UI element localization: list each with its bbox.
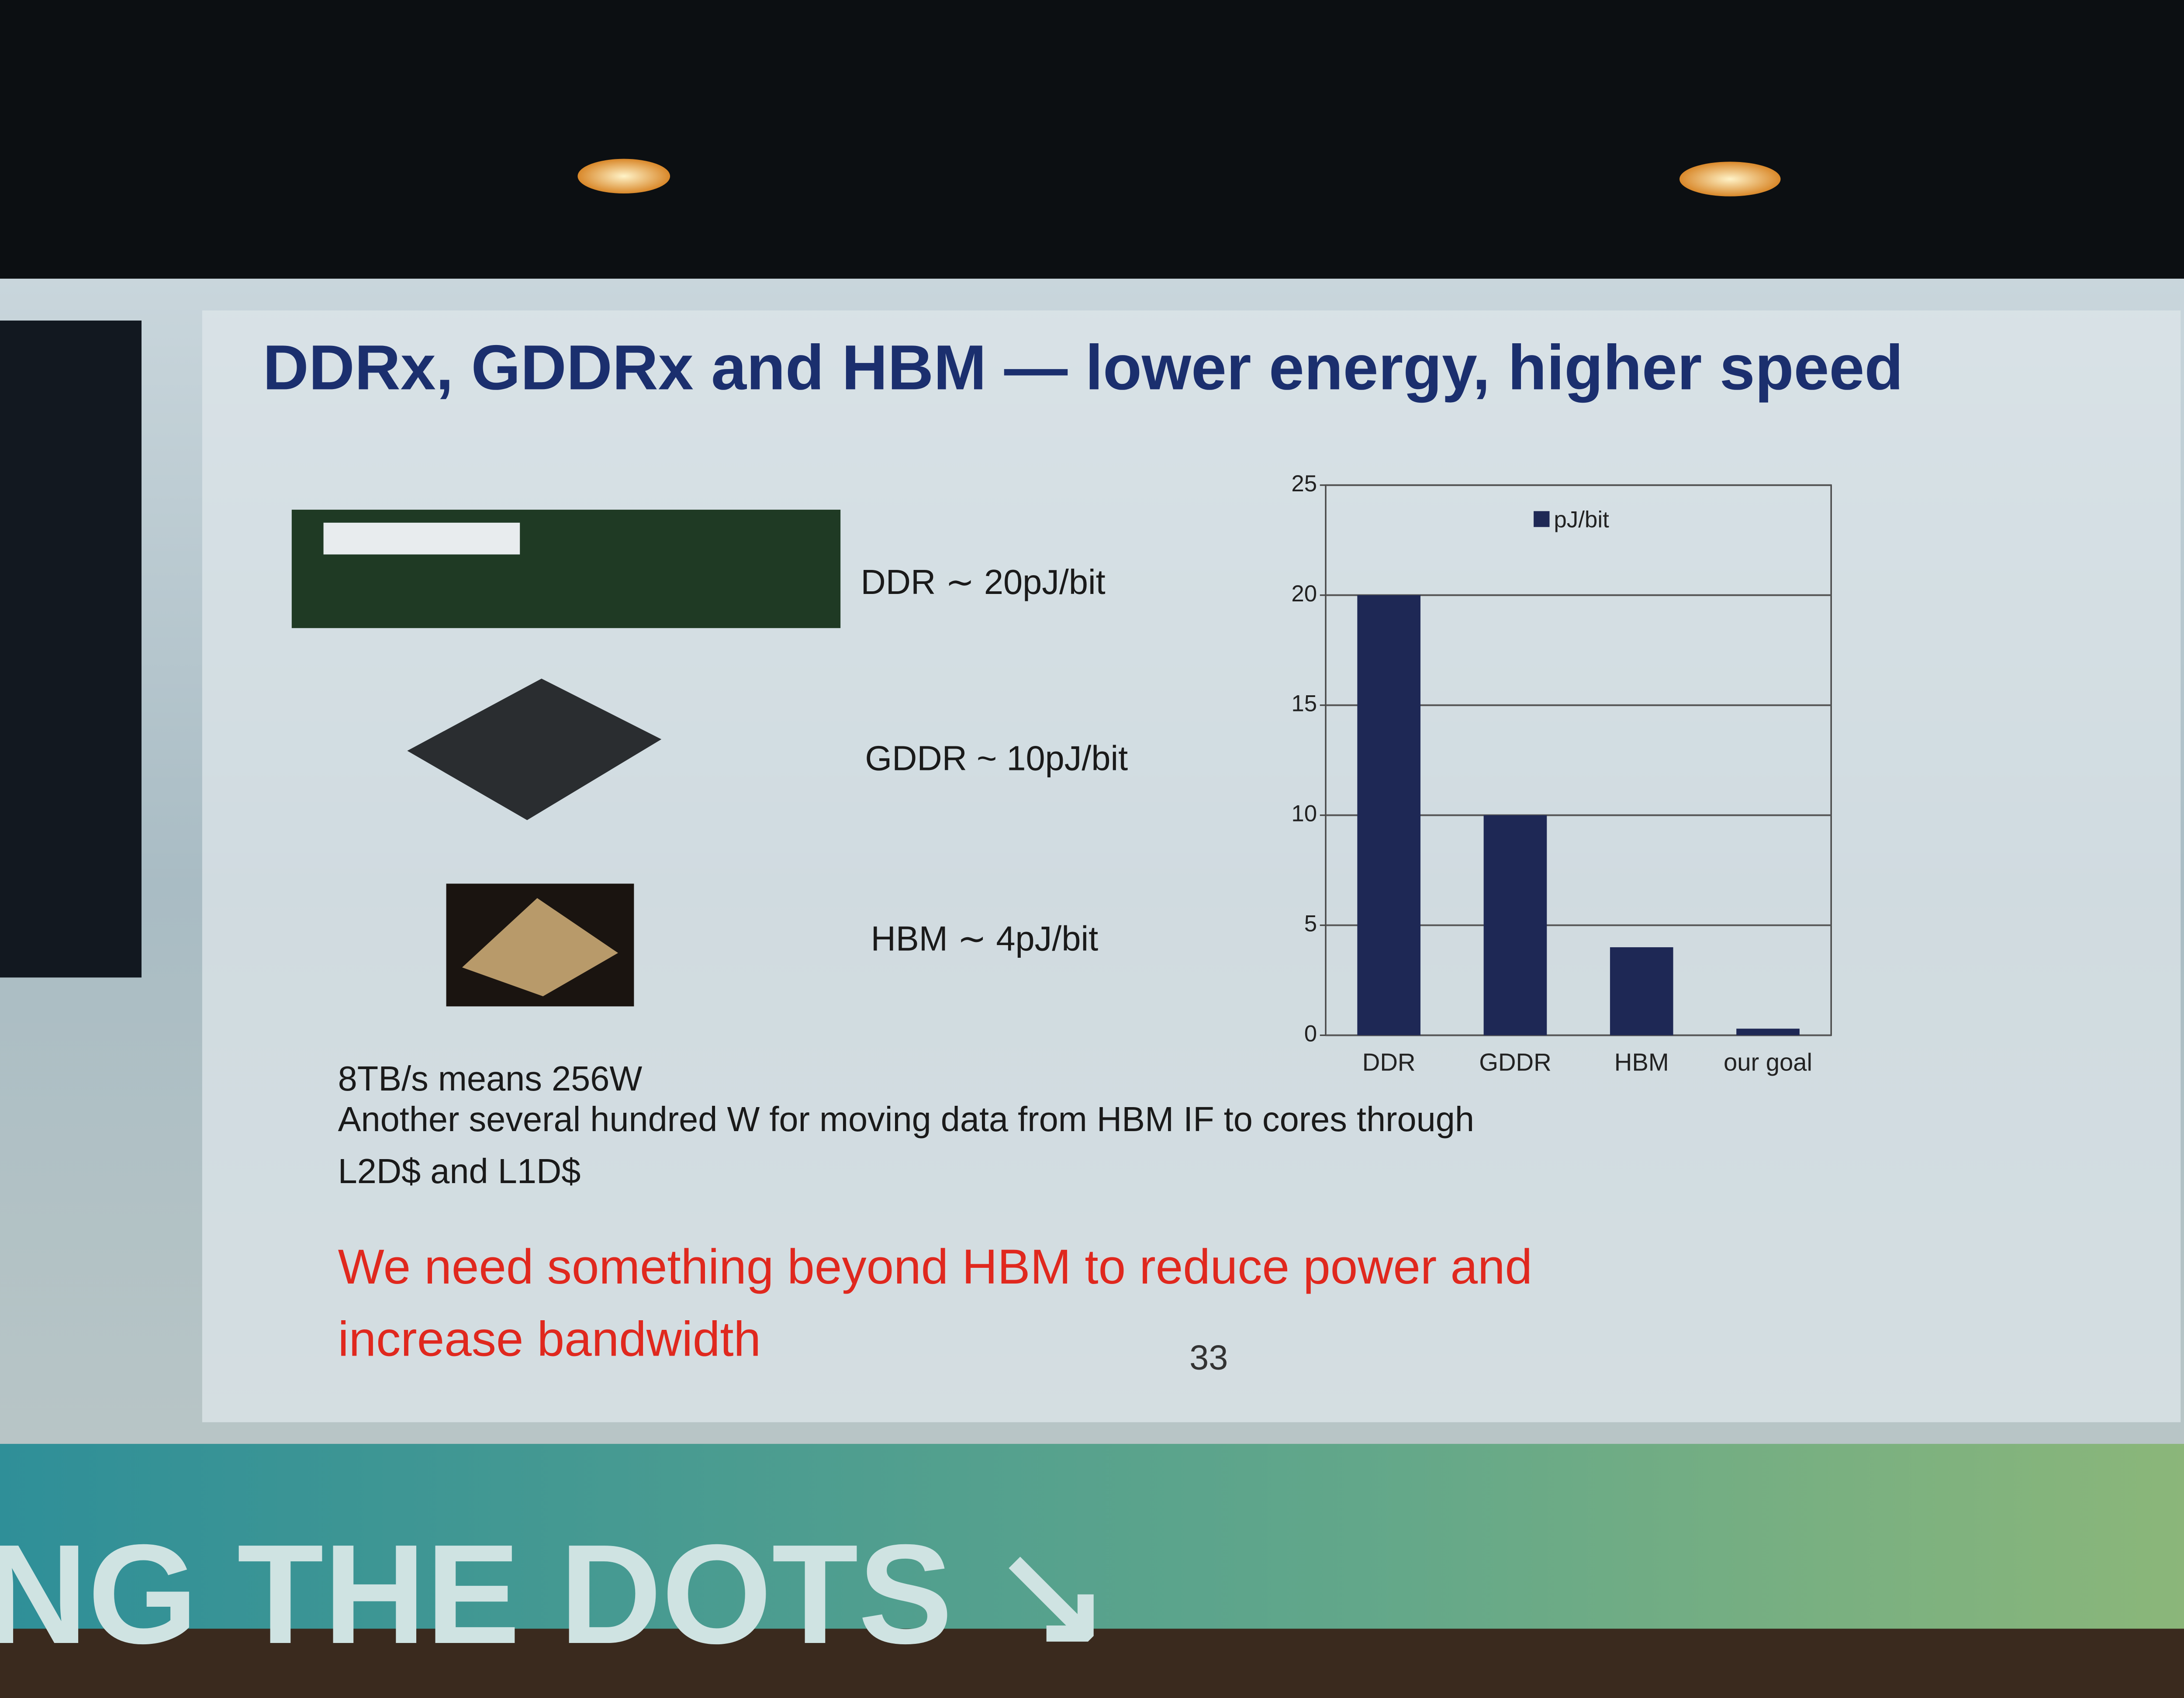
item: HBM ∼ 4pJ/bit: [871, 919, 1099, 958]
side-panel: [0, 320, 142, 978]
x-tick-label: DDR: [1362, 1048, 1416, 1076]
y-tick-label: 10: [1291, 801, 1317, 827]
note: L2D$ and L1D$: [338, 1152, 581, 1191]
slide: [202, 310, 2181, 1422]
x-tick-label: GDDR: [1479, 1048, 1551, 1076]
banner-text: NG THE DOTS ↘: [0, 1515, 1110, 1673]
lamp: [1679, 162, 1781, 197]
hbm-chip: [462, 898, 619, 997]
x-tick-label: HBM: [1614, 1048, 1669, 1076]
note: 8TB/s means 256W: [338, 1059, 643, 1098]
page-number: 33: [1189, 1338, 1228, 1377]
legend-swatch: [1534, 511, 1550, 527]
bar: [1610, 947, 1673, 1035]
lamp: [577, 159, 670, 194]
slide-title: DDRx, GDDRx and HBM — lower energy, high…: [263, 331, 1904, 403]
bar: [1357, 595, 1420, 1035]
gddr-image: [407, 678, 662, 820]
dimm-label: [323, 522, 520, 555]
stage: [0, 1629, 2184, 1698]
item: GDDR ~ 10pJ/bit: [865, 739, 1128, 777]
y-tick-label: 0: [1304, 1021, 1317, 1046]
note: Another several hundred W for moving dat…: [338, 1100, 1474, 1139]
y-tick-label: 5: [1304, 911, 1317, 937]
banner: [0, 1444, 2184, 1632]
y-tick-label: 25: [1291, 471, 1317, 497]
y-tick-label: 20: [1291, 581, 1317, 607]
bar: [1736, 1028, 1800, 1035]
bar: [1483, 815, 1547, 1035]
item: DDR ∼ 20pJ/bit: [860, 563, 1105, 601]
conclusion: We need something beyond HBM to reduce p…: [338, 1239, 1532, 1294]
conclusion: increase bandwidth: [338, 1311, 761, 1366]
x-tick-label: our goal: [1724, 1048, 1812, 1076]
y-tick-label: 15: [1291, 691, 1317, 717]
legend-label: pJ/bit: [1554, 507, 1609, 532]
